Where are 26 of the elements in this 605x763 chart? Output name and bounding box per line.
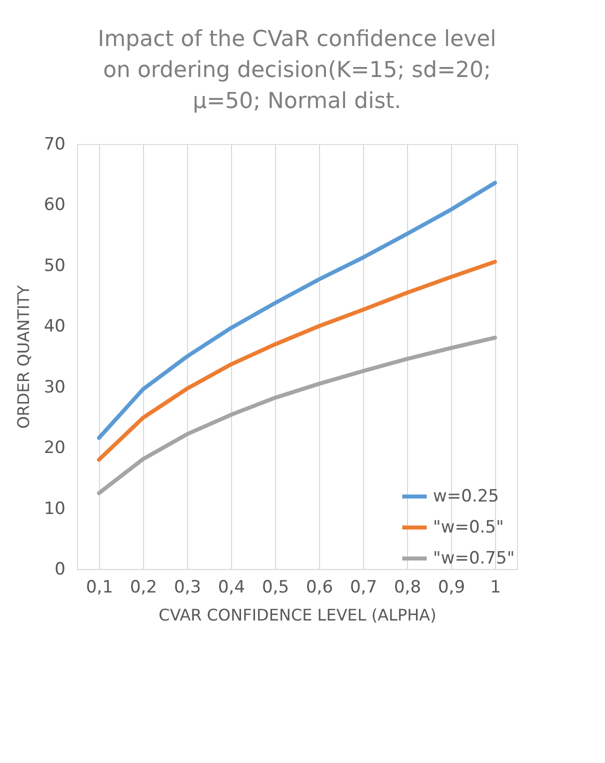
y-axis-title: ORDER QUANTITY [14,284,33,429]
y-tick-label: 40 [44,316,66,337]
x-tick-label: 0,7 [350,578,378,598]
line-series [97,260,497,462]
line-series [97,180,497,440]
x-tick-label: 0,6 [306,578,334,598]
y-tick-label: 10 [44,498,66,519]
y-tick-label: 30 [44,377,66,398]
x-tick-label: 0,4 [218,578,246,598]
y-tick-label: 50 [44,256,66,276]
x-tick-label: 0,2 [130,578,158,598]
x-axis-title: CVAR CONFIDENCE LEVEL (ALPHA) [158,606,436,624]
chart-title: Impact of the CVaR confidence level on ordering decision(K=15; sd=20; μ=50; Normal dist. [98,27,496,114]
legend-label: "w=0.5" [433,518,504,538]
y-tick-label: 60 [44,195,66,216]
legend-label: w=0.25 [433,486,499,506]
x-tick-label: 0,5 [262,578,290,598]
x-tick-label: 1 [490,578,501,598]
y-tick-label: 70 [44,134,66,154]
x-tick-label: 0,3 [174,578,202,598]
y-tick-label: 20 [44,438,66,458]
x-tick-label: 0,9 [438,578,466,598]
legend-label: "w=0.75" [433,548,515,568]
x-tick-label: 0,1 [86,578,114,598]
x-tick-label: 0,8 [394,578,422,598]
y-tick-label: 0 [54,560,66,580]
